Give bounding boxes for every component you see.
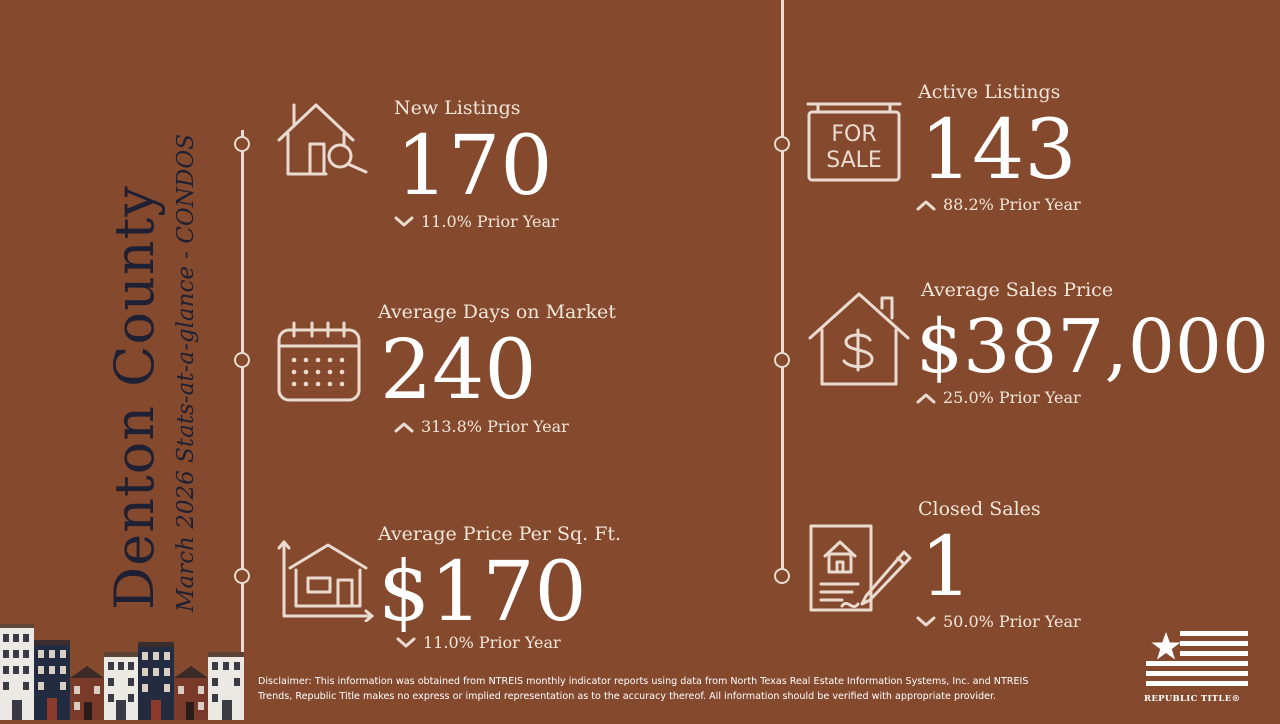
report-subtitle: March 2026 Stats-at-a-glance - CONDOS	[173, 134, 199, 612]
price-sqft-label: Average Price Per Sq. Ft.	[378, 523, 622, 545]
change-text: 11.0% Prior Year	[421, 212, 559, 231]
timeline-dot	[774, 568, 790, 584]
change-text: 50.0% Prior Year	[943, 612, 1081, 631]
republic-title-logo	[1144, 630, 1254, 706]
change-text: 25.0% Prior Year	[943, 388, 1081, 407]
new-listings-value: 170	[396, 119, 553, 214]
for-sale-sign-icon: FOR SALE	[806, 100, 902, 184]
for-sale-line1: FOR	[831, 122, 876, 147]
active-listings-label: Active Listings	[918, 81, 1061, 103]
change-text: 11.0% Prior Year	[423, 633, 561, 652]
change-text: 313.8% Prior Year	[421, 417, 569, 436]
townhouses-illustration	[0, 620, 245, 724]
timeline-dot	[234, 352, 250, 368]
house-search-icon	[276, 100, 370, 178]
republic-title-logo-text: REPUBLIC TITLE®	[1144, 694, 1241, 704]
new-listings-label: New Listings	[394, 97, 521, 119]
down-arrow-icon	[396, 637, 416, 647]
closed-sales-label: Closed Sales	[918, 498, 1041, 520]
up-arrow-icon	[394, 422, 414, 432]
active-listings-change: 88.2% Prior Year	[915, 195, 1081, 214]
contract-sign-icon	[808, 522, 916, 614]
avg-price-label: Average Sales Price	[921, 279, 1114, 301]
timeline-dot	[774, 352, 790, 368]
up-arrow-icon	[916, 200, 936, 210]
price-sqft-value: $170	[378, 545, 587, 640]
timeline-left	[241, 130, 244, 720]
avg-days-change: 313.8% Prior Year	[393, 417, 569, 436]
avg-days-value: 240	[380, 323, 537, 418]
active-listings-value: 143	[920, 103, 1077, 198]
down-arrow-icon	[916, 616, 936, 626]
disclaimer-text: Disclaimer: This information was obtaine…	[258, 676, 1029, 702]
change-text: 88.2% Prior Year	[943, 195, 1081, 214]
up-arrow-icon	[916, 393, 936, 403]
avg-price-value: $387,000	[916, 304, 1270, 390]
county-title: Denton County	[103, 185, 166, 610]
vertical-title: Denton County March 2026 Stats-at-a-glan…	[103, 134, 201, 612]
timeline-dot	[234, 568, 250, 584]
timeline-dot	[774, 136, 790, 152]
closed-sales-change: 50.0% Prior Year	[915, 612, 1081, 631]
closed-sales-value: 1	[920, 520, 973, 615]
timeline-right	[781, 0, 784, 582]
price-sqft-change: 11.0% Prior Year	[395, 633, 561, 652]
house-dollar-icon	[806, 290, 912, 388]
timeline-dot	[234, 136, 250, 152]
for-sale-line2: SALE	[826, 148, 882, 173]
house-measure-icon	[276, 540, 376, 622]
avg-price-change: 25.0% Prior Year	[915, 388, 1081, 407]
calendar-icon	[276, 320, 362, 404]
avg-days-label: Average Days on Market	[378, 301, 616, 323]
new-listings-change: 11.0% Prior Year	[393, 212, 559, 231]
down-arrow-icon	[394, 216, 414, 226]
